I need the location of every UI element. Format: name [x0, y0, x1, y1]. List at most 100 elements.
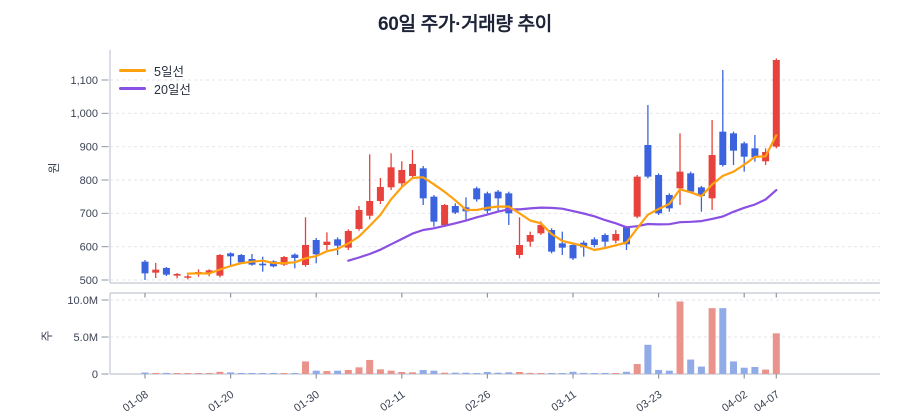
- candle-body: [740, 143, 748, 157]
- candle-body: [719, 131, 727, 165]
- volume-bar: [665, 370, 673, 374]
- volume-bar: [687, 359, 695, 374]
- candlestick: [730, 131, 737, 165]
- candlestick: [494, 190, 502, 212]
- volume-bar: [419, 370, 427, 374]
- x-tick-label: 03-23: [634, 389, 664, 415]
- candle-body: [323, 241, 331, 245]
- candlestick: [376, 178, 384, 204]
- volume-bar: [280, 373, 288, 374]
- candlestick: [526, 231, 534, 247]
- volume-bar: [516, 372, 523, 374]
- volume-bar: [537, 372, 545, 374]
- candle-body: [697, 187, 705, 196]
- volume-bar: [248, 373, 256, 374]
- volume-bar: [590, 373, 598, 374]
- candle-body: [216, 255, 224, 276]
- candlestick: [719, 70, 727, 167]
- volume-bar: [291, 373, 299, 374]
- candle-body: [569, 245, 577, 259]
- volume-bar: [644, 344, 652, 374]
- candlestick: [623, 226, 630, 250]
- candle-body: [590, 239, 598, 245]
- volume-bar: [483, 372, 491, 374]
- candle-body: [237, 255, 245, 263]
- volume-bar: [227, 372, 235, 374]
- candle-body: [280, 257, 288, 265]
- candle-body: [141, 261, 149, 274]
- candle-body: [494, 191, 502, 199]
- candlestick: [366, 154, 374, 220]
- grid-layer: [110, 79, 880, 338]
- candle-body: [483, 193, 491, 211]
- candle-body: [655, 175, 663, 214]
- candlestick: [687, 171, 695, 194]
- candle-body: [548, 230, 556, 252]
- candlestick: [184, 274, 192, 280]
- x-tick-label: 04-02: [720, 389, 750, 415]
- volume-bar: [312, 370, 320, 374]
- ma5-line: [186, 134, 778, 275]
- candle-body: [687, 173, 695, 192]
- volume-bar: [398, 372, 406, 374]
- vols-layer: [141, 301, 780, 374]
- ma-layer: [186, 134, 778, 275]
- price-tick-label: 1,000: [70, 108, 98, 120]
- volume-bar: [623, 371, 630, 374]
- candlestick: [419, 166, 427, 205]
- candle-body: [344, 231, 352, 248]
- volume-bar: [740, 367, 748, 374]
- candle-body: [376, 187, 384, 201]
- candle-body: [558, 243, 566, 248]
- volume-bar: [441, 372, 449, 374]
- volume-bar: [430, 370, 438, 374]
- candle-body: [665, 195, 673, 209]
- volume-bar: [409, 372, 416, 374]
- volume-bar: [601, 372, 609, 374]
- x-tick-label: 02-26: [463, 389, 493, 415]
- x-tick-label: 03-11: [549, 389, 578, 415]
- volume-tick-label: 5.0M: [74, 332, 98, 344]
- volume-bar: [462, 372, 470, 374]
- candlestick: [216, 254, 224, 278]
- x-tick-label: 04-07: [752, 389, 782, 415]
- volume-bar: [580, 372, 588, 374]
- candlestick: [451, 203, 459, 214]
- volume-bar: [173, 373, 181, 374]
- candlestick: [355, 206, 363, 231]
- volume-bar: [152, 373, 160, 374]
- volume-bar: [494, 372, 502, 374]
- candle-body: [291, 254, 299, 258]
- candle-body: [227, 253, 235, 257]
- candlestick: [409, 150, 416, 179]
- candlestick: [740, 141, 748, 172]
- candle-body: [623, 227, 630, 245]
- candle-body: [409, 164, 416, 176]
- x-tick-label: 02-11: [378, 389, 407, 415]
- chart-title: 60일 주가·거래량 추이: [378, 14, 552, 35]
- volume-bar: [505, 372, 513, 374]
- volume-bar: [548, 372, 556, 374]
- candle-body: [751, 148, 759, 158]
- ma20-line: [347, 189, 778, 262]
- candle-body: [366, 201, 374, 216]
- candle-body: [398, 170, 406, 184]
- candlestick: [398, 161, 406, 186]
- legend-item-ma20: 20일선: [119, 79, 191, 97]
- volume-bar: [719, 308, 727, 374]
- volume-bar: [376, 369, 384, 374]
- candle-body: [451, 206, 459, 213]
- volume-bar: [697, 366, 705, 374]
- volume-tick-label: 10.0M: [67, 295, 98, 307]
- candlestick: [323, 232, 331, 250]
- candlestick: [708, 120, 716, 210]
- price-tick-label: 700: [80, 208, 98, 220]
- candlestick: [772, 58, 780, 149]
- volume-bar: [473, 372, 481, 374]
- candlestick: [430, 195, 438, 227]
- volume-bar: [355, 367, 363, 374]
- candle-body: [644, 145, 652, 177]
- volume-bar: [612, 373, 620, 374]
- candle-body: [676, 171, 684, 189]
